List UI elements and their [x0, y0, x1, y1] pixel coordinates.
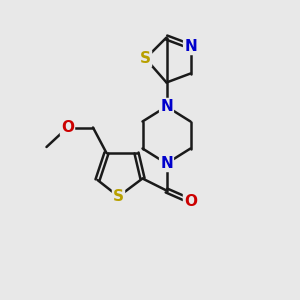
Text: S: S — [113, 189, 124, 204]
Text: N: N — [160, 156, 173, 171]
Text: N: N — [160, 99, 173, 114]
Text: O: O — [184, 194, 197, 208]
Text: S: S — [140, 51, 151, 66]
Text: N: N — [184, 39, 197, 54]
Text: O: O — [61, 120, 74, 135]
